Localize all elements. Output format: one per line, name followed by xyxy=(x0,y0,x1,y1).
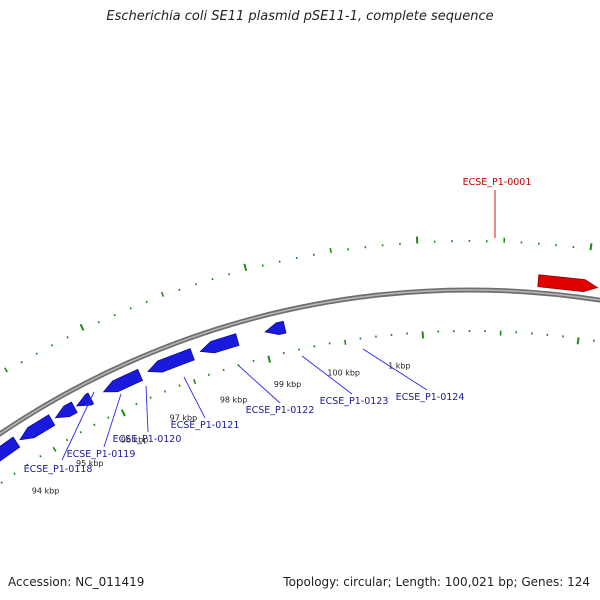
outer-tick xyxy=(589,243,593,251)
inner-tick xyxy=(163,390,167,393)
inner-tick xyxy=(120,409,126,417)
gene-labels: ECSE_P1-0001 ECSE_P1-0118 ECSE_P1-0119 ECSE… xyxy=(24,177,532,475)
outer-tick-ring xyxy=(4,236,593,373)
inner-tick xyxy=(222,368,225,372)
outer-tick xyxy=(211,277,214,281)
inner-tick xyxy=(79,430,82,434)
scale-labels: 94 kbp 95 kbp 96 kbp 97 kbp 98 kbp 99 kbp 100 … xyxy=(32,361,411,495)
accession-text: Accession: NC_011419 xyxy=(8,575,145,589)
inner-tick xyxy=(282,351,285,355)
outer-tick xyxy=(194,283,197,286)
inner-tick xyxy=(252,359,255,363)
gene-label: ECSE_P1-0118 xyxy=(24,464,93,475)
inner-tick xyxy=(0,481,3,484)
leader-line xyxy=(183,376,206,419)
leader-line xyxy=(61,391,95,461)
inner-tick xyxy=(39,454,42,458)
gene-arrow-reverse-2 xyxy=(19,414,56,441)
outer-tick xyxy=(35,352,38,355)
leader-line xyxy=(362,348,428,391)
inner-tick xyxy=(107,416,110,419)
gene-label: ECSE_P1-0124 xyxy=(396,392,465,403)
scale-label: 99 kbp xyxy=(274,380,302,389)
scale-label: 1 kbp xyxy=(388,361,410,370)
gene-label: ECSE_P1-0120 xyxy=(113,434,182,445)
outer-tick xyxy=(243,263,248,271)
inner-tick xyxy=(193,378,197,385)
scale-label: 98 kbp xyxy=(220,395,248,404)
outer-tick xyxy=(329,247,332,254)
outer-tick xyxy=(113,313,116,317)
gene-arrow-reverse-6 xyxy=(147,348,195,373)
inner-tick xyxy=(93,423,96,427)
inner-tick xyxy=(207,373,210,377)
outer-tick xyxy=(20,360,23,364)
topology-summary: Topology: circular; Length: 100,021 bp; … xyxy=(283,575,590,589)
inner-tick xyxy=(576,337,580,345)
inner-tick xyxy=(237,364,240,367)
gene-arrow-reverse-1 xyxy=(0,436,21,462)
gene-arrow-reverse-4 xyxy=(75,392,95,407)
outer-tick xyxy=(66,336,69,339)
outer-tick xyxy=(129,307,132,310)
gene-label: ECSE_P1-0122 xyxy=(246,405,315,416)
outer-tick xyxy=(261,264,264,267)
gene-label: ECSE_P1-0001 xyxy=(463,177,532,188)
scale-label: 94 kbp xyxy=(32,487,60,496)
gene-arrow-reverse-7 xyxy=(199,333,240,354)
gene-label: ECSE_P1-0119 xyxy=(67,449,136,460)
inner-tick xyxy=(52,446,57,452)
gene-arrow-reverse-3 xyxy=(54,401,78,419)
inner-tick xyxy=(135,402,138,406)
gene-arrows xyxy=(0,274,599,462)
backbone-shadow xyxy=(0,287,600,437)
outer-tick xyxy=(50,344,54,347)
leader-line xyxy=(103,393,122,448)
outer-tick xyxy=(178,288,181,292)
scale-label: 95 kbp xyxy=(76,459,104,468)
outer-tick xyxy=(79,323,85,331)
gene-label: ECSE_P1-0123 xyxy=(320,396,389,407)
gene-label: ECSE_P1-0121 xyxy=(171,420,240,431)
inner-tick xyxy=(344,339,347,345)
backbone-circle xyxy=(0,289,600,435)
outer-tick xyxy=(145,300,148,304)
inner-tick-ring xyxy=(0,330,595,484)
scale-label: 100 kbp xyxy=(327,369,360,378)
inner-tick xyxy=(149,396,152,399)
map-title: Escherichia coli SE11 plasmid pSE11-1, c… xyxy=(106,9,494,24)
leader-line xyxy=(145,385,149,433)
label-leaders xyxy=(61,190,496,461)
leader-line xyxy=(301,355,353,395)
gene-arrow-ecse-p1-0001 xyxy=(537,274,599,293)
outer-tick xyxy=(97,320,100,324)
inner-tick xyxy=(178,384,181,387)
scale-label: 97 kbp xyxy=(170,414,198,423)
gene-arrow-reverse-8 xyxy=(264,320,287,336)
inner-tick xyxy=(13,472,16,475)
outer-tick xyxy=(4,367,8,373)
outer-tick xyxy=(228,273,231,276)
backbone-group xyxy=(0,287,600,437)
inner-tick xyxy=(65,438,69,442)
inner-tick xyxy=(267,355,272,363)
outer-tick xyxy=(160,291,165,297)
leader-line xyxy=(238,365,281,404)
inner-tick xyxy=(26,463,29,467)
scale-label: 96 kbp xyxy=(121,435,149,444)
gene-arrow-reverse-5 xyxy=(102,368,144,393)
